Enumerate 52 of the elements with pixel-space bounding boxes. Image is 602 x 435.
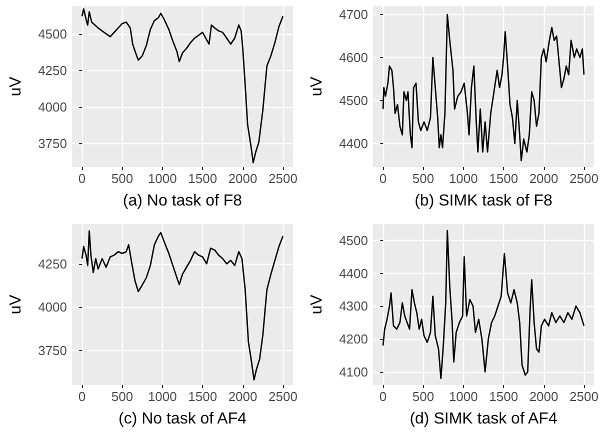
y-tick-label: 4600 [339,50,368,66]
x-tick-label: 1500 [489,171,518,186]
x-axis-title: (b) SIMK task of F8 [414,192,553,210]
x-tick-label: 2000 [228,171,258,186]
x-axis-title: (d) SIMK task of AF4 [410,410,558,427]
y-tick-label: 4700 [339,7,368,22]
x-tick-label: 1500 [489,388,518,404]
x-tick-label: 0 [379,388,387,404]
x-tick-label: 0 [78,171,86,186]
y-tick-label: 3750 [38,136,67,152]
y-tick-label: 4100 [339,364,368,379]
line-series [81,230,284,380]
x-tick-label: 500 [412,388,434,404]
x-tick-label: 2000 [228,388,258,404]
x-tick-label: 2000 [529,388,558,404]
x-tick-label: 500 [111,171,134,186]
x-tick-label: 2500 [569,171,598,186]
x-tick-label: 1000 [448,171,478,186]
line-series [382,14,585,162]
x-axis-title: (c) No task of AF4 [118,410,247,427]
line-series [81,8,284,164]
x-tick-label: 2500 [268,171,298,186]
x-tick-label: 0 [379,171,387,186]
x-tick-label: 1500 [188,388,218,404]
y-axis-title: uV [8,76,24,96]
x-tick-label: 1000 [148,171,177,186]
y-tick-label: 4200 [339,331,368,346]
x-tick-label: 500 [111,388,134,404]
y-axis-title: uV [308,76,326,96]
y-tick-label: 4500 [339,92,368,108]
y-tick-label: 4400 [339,136,368,151]
y-tick-label: 4000 [38,299,67,314]
x-tick-label: 1000 [148,388,177,404]
x-tick-label: 1000 [448,388,478,404]
y-tick-label: 4300 [339,298,368,314]
y-tick-label: 4250 [38,256,67,271]
y-tick-label: 4500 [38,26,67,42]
y-axis-title: uV [8,294,24,314]
y-tick-label: 4250 [38,62,67,78]
y-axis-title: uV [308,294,326,314]
x-tick-label: 2500 [268,388,298,404]
x-tick-label: 500 [412,171,434,186]
line-series [382,229,585,379]
y-tick-label: 4000 [38,99,67,114]
x-tick-label: 2000 [529,171,558,186]
y-tick-label: 4500 [339,232,368,248]
x-tick-label: 2500 [569,388,598,404]
x-tick-label: 1500 [188,171,218,186]
y-tick-label: 4400 [339,265,368,280]
x-tick-label: 0 [78,388,86,404]
x-axis-title: (a) No task of F8 [122,192,242,210]
y-tick-label: 3750 [38,342,67,358]
